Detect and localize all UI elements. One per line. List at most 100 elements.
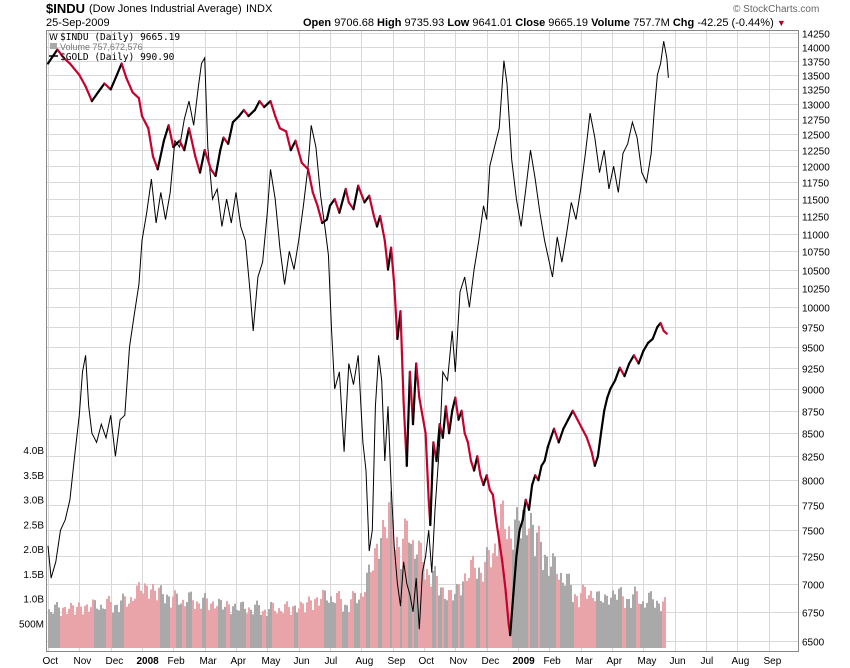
x-tick-label: Nov [74, 656, 92, 667]
indu-price-segment [521, 498, 527, 522]
volume-bar [50, 612, 52, 648]
volume-bar [630, 607, 632, 648]
volume-bar [144, 583, 146, 648]
volume-bar [316, 597, 318, 648]
indu-price-segment [147, 127, 155, 158]
y-tick-label: 10750 [802, 248, 830, 259]
indu-price-segment [444, 405, 451, 435]
indu-price-segment [68, 62, 81, 77]
volume-bar [394, 549, 396, 648]
volume-bar [334, 603, 336, 648]
plot-frame [46, 30, 799, 652]
volume-tick-label: 3.0B [23, 496, 44, 507]
indu-price-segment [642, 341, 650, 353]
x-tick-label: Mar [576, 656, 594, 667]
volume-bar [130, 597, 132, 648]
indu-price-segment [242, 108, 250, 118]
volume-bar [458, 584, 460, 648]
indu-price-segment [109, 73, 119, 91]
volume-bar [122, 593, 124, 648]
volume-bar [410, 543, 412, 648]
indu-price-segment [585, 436, 593, 453]
volume-bar [158, 587, 160, 648]
volume-bar [340, 598, 342, 648]
volume-bar [140, 590, 142, 648]
indu-price-segment [581, 427, 589, 439]
volume-bar [386, 538, 388, 648]
volume-bar [246, 613, 248, 648]
indu-price-segment [187, 127, 197, 158]
volume-tick-label: 3.5B [23, 471, 44, 482]
x-tick-label: Mar [200, 656, 218, 667]
indu-price-segment [424, 432, 430, 501]
volume-bar [304, 612, 306, 648]
volume-bar [234, 603, 236, 648]
volume-bar [548, 575, 550, 648]
volume-bar [564, 585, 566, 648]
volume-bar [314, 599, 316, 648]
indu-price-segment [530, 474, 537, 487]
legend: W $INDU (Daily) 9665.19 Volume 757,672,5… [49, 32, 180, 63]
volume-bar [358, 599, 360, 648]
volume-bar [374, 548, 376, 648]
x-tick-label: Feb [544, 656, 562, 667]
indu-price-segment [214, 149, 222, 177]
volume-bar [462, 581, 464, 648]
ticker-symbol: $INDU [46, 1, 86, 16]
volume-bar [62, 607, 64, 648]
x-tick-label: Sep [764, 656, 782, 667]
indu-price-segment [498, 539, 504, 563]
indu-price-segment [466, 441, 473, 463]
indu-price-segment [137, 97, 144, 118]
volume-bar [318, 605, 320, 648]
legend-gold: $GOLD (Daily) 990.90 [60, 52, 175, 63]
x-tick-label: Oct [43, 656, 59, 667]
volume-bar [126, 606, 128, 648]
volume-bar [208, 610, 210, 648]
volume-label: Volume [591, 17, 631, 29]
y-tick-label: 12250 [802, 147, 830, 158]
volume-bars [48, 491, 666, 648]
volume-bar [418, 540, 420, 648]
indu-price-segment [562, 418, 570, 430]
indu-price-segment [557, 427, 565, 444]
volume-bar [606, 595, 608, 648]
volume-bar [310, 600, 312, 648]
indu-price-segment [140, 114, 150, 130]
volume-bar [392, 519, 394, 648]
volume-bar [244, 608, 246, 648]
volume-bar [508, 526, 510, 648]
indu-price-segment [238, 108, 245, 118]
volume-bar [72, 605, 74, 648]
volume-bar [82, 614, 84, 648]
chg-label: Chg [672, 17, 695, 29]
volume-bar [290, 614, 292, 648]
volume-bar [526, 535, 528, 648]
volume-bar [614, 594, 616, 648]
y-tick-label: 10500 [802, 267, 830, 278]
indu-price-segment [651, 325, 659, 340]
volume-bar [68, 608, 70, 648]
volume-bar [484, 561, 486, 648]
volume-bar [600, 600, 602, 648]
volume-bar [198, 603, 200, 648]
volume-bar [554, 556, 556, 648]
volume-bar [300, 601, 302, 648]
volume-bar [86, 604, 88, 648]
volume-bar [288, 607, 290, 648]
volume-bar [516, 507, 518, 648]
indu-price-segment [263, 99, 272, 109]
volume-bar [528, 528, 530, 648]
legend-volume-swatch [50, 43, 57, 49]
down-arrow-icon: ▼ [776, 18, 786, 28]
volume-bar [232, 606, 234, 648]
volume-bar [70, 602, 72, 648]
x-tick-label: Aug [356, 656, 374, 667]
indu-price-segment [162, 124, 170, 142]
volume-bar [94, 600, 96, 648]
volume-bar [270, 602, 272, 648]
volume-bar [132, 601, 134, 648]
brand-watermark[interactable]: © StockCharts.com [733, 4, 820, 15]
volume-bar [460, 595, 462, 648]
